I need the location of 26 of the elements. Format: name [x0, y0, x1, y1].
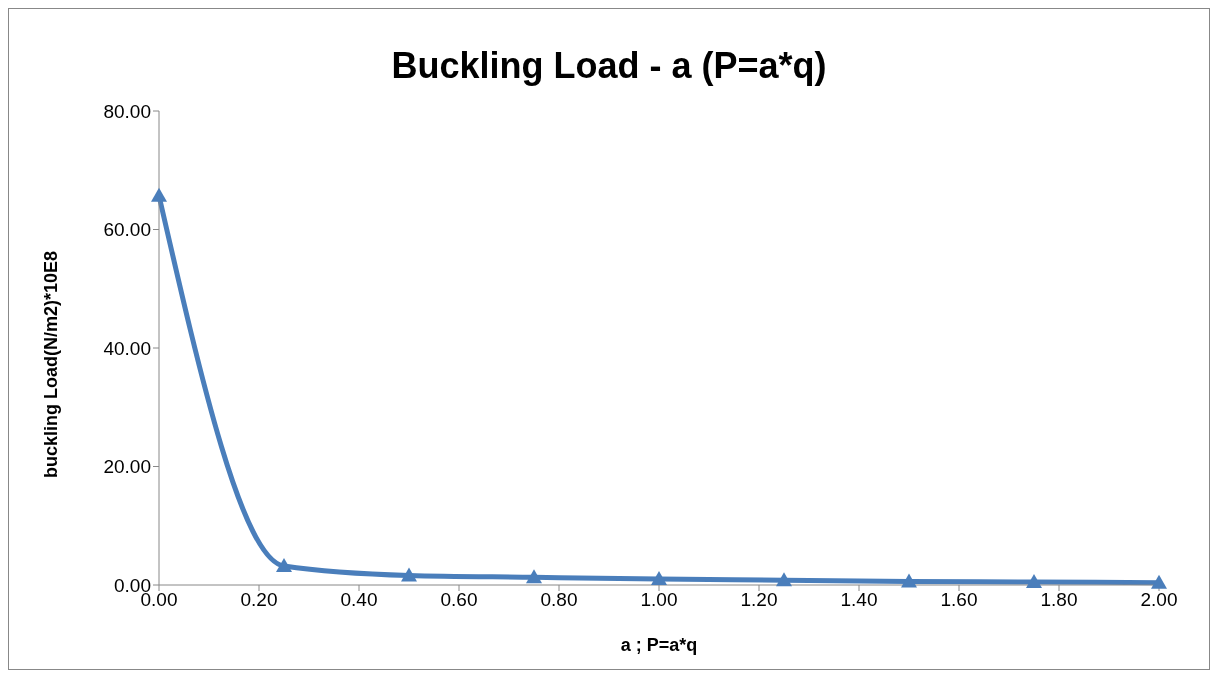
- chart-title: Buckling Load - a (P=a*q): [390, 45, 828, 88]
- point: [651, 571, 667, 586]
- point: [1151, 574, 1167, 589]
- x-tick-label: 2.00: [1140, 589, 1178, 611]
- x-tick-label: 1.80: [1040, 589, 1078, 611]
- y-tick-label: 20.00: [103, 456, 151, 478]
- point: [151, 187, 167, 202]
- point: [526, 569, 542, 584]
- x-tick-label: 1.00: [640, 589, 678, 611]
- point: [901, 573, 917, 588]
- y-axis-title: buckling Load(N/m2)*10E8: [41, 250, 62, 478]
- point: [776, 572, 792, 587]
- y-tick-label: 40.00: [103, 337, 151, 359]
- x-tick-label: 0.20: [240, 589, 278, 611]
- y-tick-label: 80.00: [103, 100, 151, 122]
- y-tick-label: 60.00: [103, 219, 151, 241]
- x-tick-label: 1.40: [840, 589, 878, 611]
- x-tick-label: 1.20: [740, 589, 778, 611]
- x-axis-title: a ; P=a*q: [620, 635, 698, 655]
- x-tick-label: 0.40: [340, 589, 378, 611]
- x-tick-label: 1.60: [940, 589, 978, 611]
- point: [1026, 574, 1042, 589]
- x-tick-label: 0.60: [440, 589, 478, 611]
- x-tick-label: 0.80: [540, 589, 578, 611]
- point: [401, 567, 417, 582]
- point: [276, 558, 292, 573]
